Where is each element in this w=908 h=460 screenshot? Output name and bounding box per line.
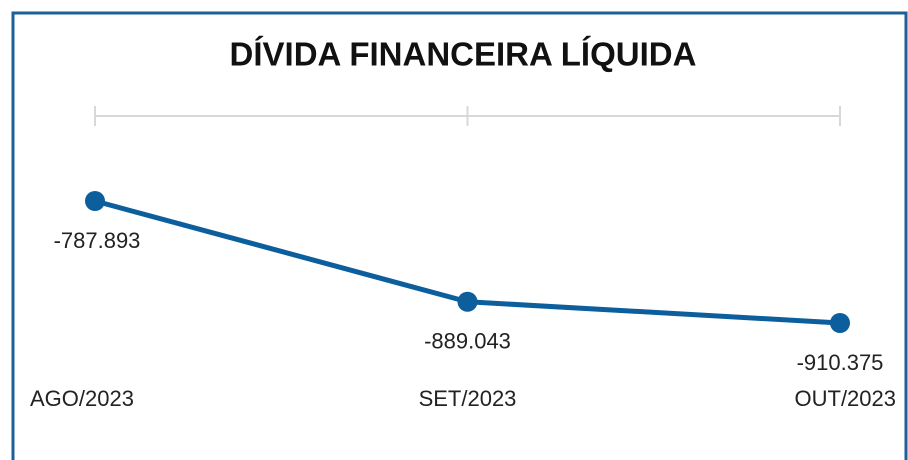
data-label: -889.043 bbox=[424, 329, 511, 354]
x-tick-label: AGO/2023 bbox=[30, 386, 134, 411]
point bbox=[830, 313, 850, 333]
data-label: -910.375 bbox=[797, 350, 884, 375]
data-label: -787.893 bbox=[54, 228, 141, 253]
point bbox=[457, 291, 478, 312]
frame bbox=[11, 11, 908, 460]
point bbox=[85, 191, 105, 211]
x-tick-label: SET/2023 bbox=[419, 386, 517, 411]
chart-title: DÍVIDA FINANCEIRA LÍQUIDA bbox=[230, 36, 697, 73]
x-tick-label: OUT/2023 bbox=[795, 386, 897, 411]
